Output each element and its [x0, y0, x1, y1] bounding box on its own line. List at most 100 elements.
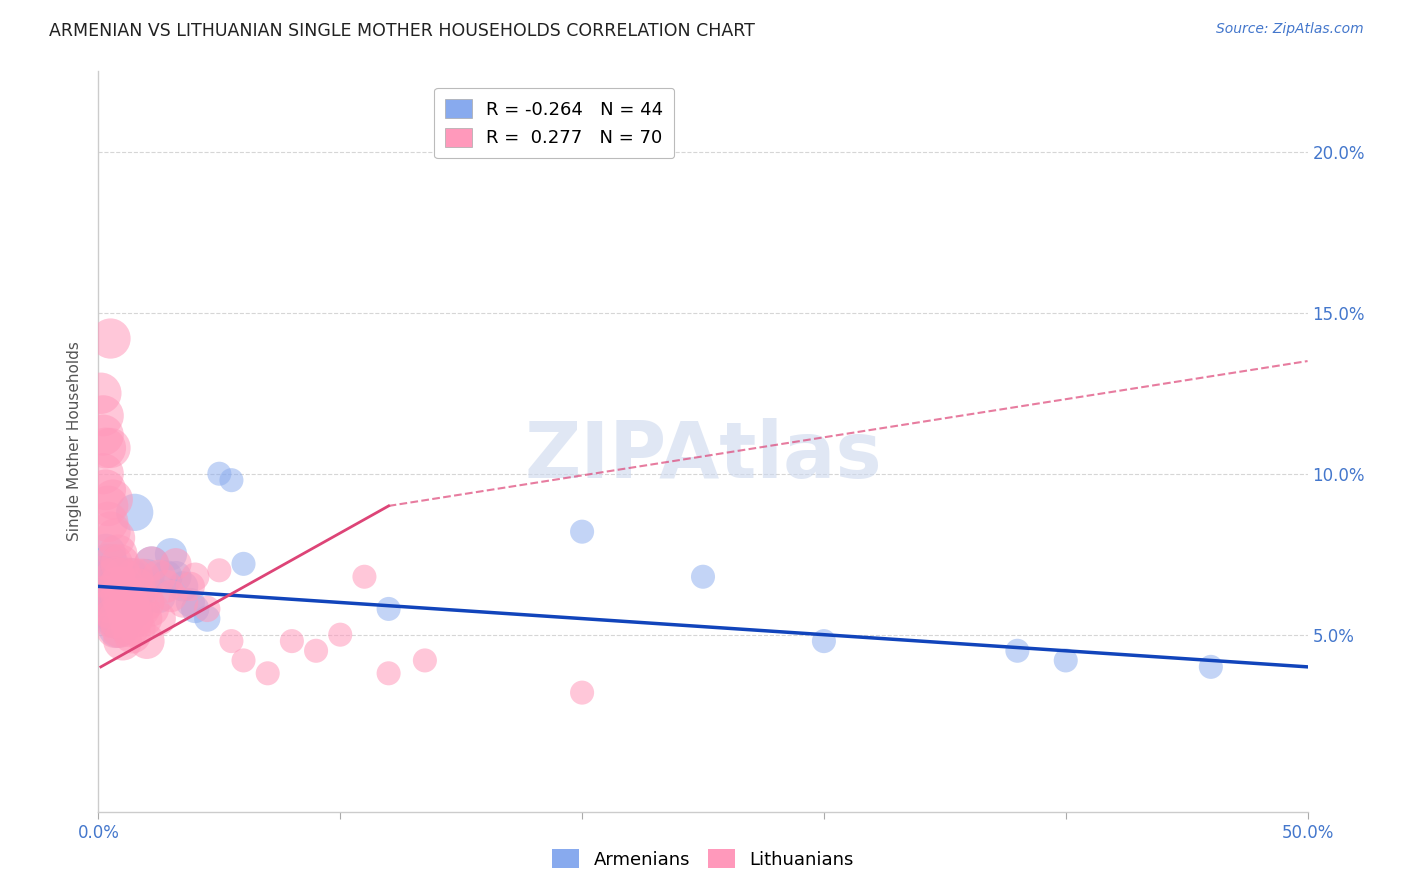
Point [118, 621, 141, 635]
Point [101, 611, 124, 625]
Point [281, 634, 304, 648]
Point [148, 589, 170, 603]
Point [104, 621, 127, 635]
Point [141, 602, 163, 616]
Point [117, 589, 139, 603]
Point [94, 602, 117, 616]
Point [179, 595, 201, 609]
Point [91, 409, 114, 423]
Point [131, 570, 153, 584]
Point [117, 602, 139, 616]
Point [165, 557, 187, 571]
Point [184, 570, 207, 584]
Point [104, 570, 127, 584]
Point [195, 611, 218, 625]
Point [172, 579, 194, 593]
Point [107, 611, 129, 625]
Point [127, 621, 149, 635]
Point [94, 441, 117, 455]
Point [329, 628, 352, 642]
Point [148, 611, 170, 625]
Point [108, 621, 131, 635]
Point [104, 611, 127, 625]
Point [97, 499, 120, 513]
Point [111, 595, 134, 609]
Point [121, 602, 143, 616]
Point [692, 570, 714, 584]
Point [124, 570, 146, 584]
Point [118, 595, 141, 609]
Legend: R = -0.264   N = 44, R =  0.277   N = 70: R = -0.264 N = 44, R = 0.277 N = 70 [434, 87, 675, 158]
Text: Source: ZipAtlas.com: Source: ZipAtlas.com [1216, 22, 1364, 37]
Point [184, 602, 207, 616]
Point [94, 589, 117, 603]
Point [172, 595, 194, 609]
Point [114, 602, 136, 616]
Point [97, 589, 120, 603]
Point [107, 547, 129, 561]
Point [90, 386, 112, 401]
Point [160, 547, 183, 561]
Point [155, 570, 177, 584]
Point [108, 589, 131, 603]
Point [104, 531, 127, 545]
Point [111, 595, 134, 609]
Point [97, 557, 120, 571]
Point [135, 595, 157, 609]
Point [571, 685, 593, 699]
Point [124, 602, 146, 616]
Point [813, 634, 835, 648]
Point [141, 557, 163, 571]
Point [256, 666, 278, 681]
Text: ARMENIAN VS LITHUANIAN SINGLE MOTHER HOUSEHOLDS CORRELATION CHART: ARMENIAN VS LITHUANIAN SINGLE MOTHER HOU… [49, 22, 755, 40]
Point [179, 579, 201, 593]
Point [101, 557, 124, 571]
Y-axis label: Single Mother Households: Single Mother Households [67, 342, 83, 541]
Point [100, 332, 122, 346]
Point [305, 644, 328, 658]
Point [111, 634, 134, 648]
Point [135, 634, 157, 648]
Point [124, 611, 146, 625]
Point [101, 492, 124, 507]
Point [118, 570, 141, 584]
Point [353, 570, 375, 584]
Point [94, 547, 117, 561]
Point [97, 515, 120, 529]
Point [134, 611, 156, 625]
Point [128, 589, 150, 603]
Point [90, 570, 112, 584]
Point [377, 666, 399, 681]
Point [221, 473, 243, 487]
Point [100, 524, 122, 539]
Point [100, 441, 122, 455]
Point [114, 611, 136, 625]
Point [91, 428, 114, 442]
Point [91, 586, 114, 600]
Point [1054, 653, 1077, 667]
Point [108, 589, 131, 603]
Point [91, 467, 114, 481]
Point [101, 579, 124, 593]
Point [91, 570, 114, 584]
Point [90, 570, 112, 584]
Point [121, 579, 143, 593]
Point [232, 557, 254, 571]
Point [124, 505, 146, 519]
Point [221, 634, 243, 648]
Point [107, 621, 129, 635]
Point [100, 602, 122, 616]
Point [165, 570, 187, 584]
Point [1007, 644, 1029, 658]
Point [413, 653, 436, 667]
Point [100, 602, 122, 616]
Point [131, 602, 153, 616]
Point [232, 653, 254, 667]
Point [97, 595, 120, 609]
Point [160, 589, 183, 603]
Point [100, 570, 122, 584]
Point [208, 563, 231, 577]
Text: ZIPAtlas: ZIPAtlas [524, 418, 882, 494]
Point [148, 570, 170, 584]
Point [155, 579, 177, 593]
